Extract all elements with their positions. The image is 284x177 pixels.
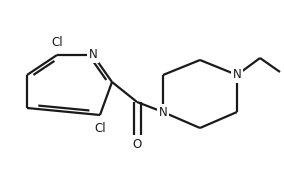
Text: N: N <box>233 68 241 81</box>
Text: Cl: Cl <box>51 36 63 48</box>
Text: N: N <box>89 48 97 61</box>
Text: O: O <box>132 138 142 152</box>
Text: N: N <box>159 105 167 118</box>
Text: Cl: Cl <box>94 121 106 135</box>
